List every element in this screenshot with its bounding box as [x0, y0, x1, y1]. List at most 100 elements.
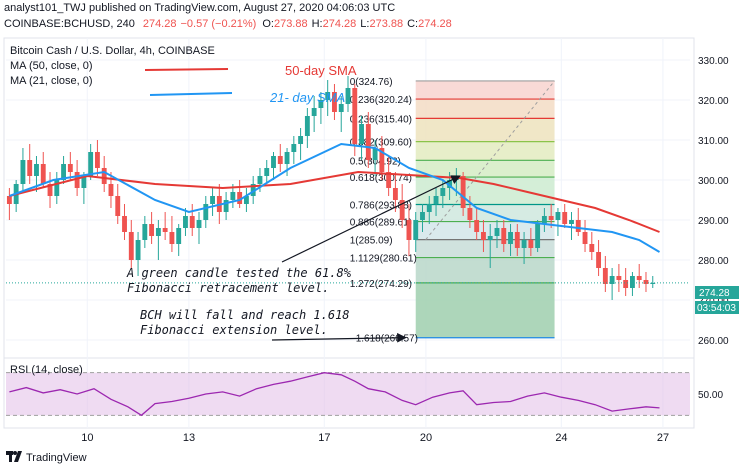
candle-body	[162, 228, 168, 232]
last-price-tag: 274.28	[695, 286, 739, 299]
candle-body	[27, 160, 33, 176]
candle-body	[420, 212, 425, 220]
rsi-y-tick-label: 50.00	[698, 390, 723, 401]
fib-level-label: 0.236(315.40)	[350, 114, 412, 125]
x-tick-label: 24	[555, 432, 567, 444]
candle-body	[440, 188, 446, 196]
candle-body	[47, 184, 53, 196]
candle-body	[359, 124, 364, 144]
open-label: O:	[262, 18, 274, 30]
fib-band	[415, 118, 555, 142]
y-tick-label: 260.00	[698, 336, 729, 347]
candle-body	[149, 224, 155, 236]
candle-body	[61, 164, 67, 180]
candle-body	[386, 172, 392, 188]
candle-body	[582, 232, 588, 244]
candle-body	[122, 216, 127, 232]
tradingview-logo[interactable]: TradingView	[6, 451, 87, 464]
low-value: 273.88	[369, 18, 404, 30]
candle-body	[474, 220, 480, 232]
candle-body	[609, 276, 615, 284]
x-tick-label: 10	[81, 432, 93, 444]
candle-body	[602, 268, 608, 284]
candle-body	[548, 216, 554, 220]
candle-body	[379, 148, 385, 172]
annotation-note2-line2: Fibonacci extension level.	[140, 323, 328, 337]
candle-body	[589, 244, 595, 252]
candle-body	[636, 276, 642, 280]
tradingview-icon	[6, 451, 22, 462]
candle-body	[94, 152, 100, 168]
close-label: C:	[407, 18, 419, 30]
fib-band	[415, 257, 555, 283]
y-tick-label: 320.00	[698, 96, 729, 107]
price-change: −0.57 (−0.21%)	[180, 18, 257, 30]
candle-body	[54, 180, 60, 196]
countdown-tag: 03:54:03	[695, 301, 739, 314]
candle-body	[596, 252, 602, 268]
candle-body	[20, 160, 26, 184]
candle-body	[176, 228, 182, 244]
candle-body	[643, 280, 649, 284]
annotation-note1-line1: A green candle tested the 61.8%	[126, 266, 352, 280]
candle-body	[528, 240, 534, 248]
candle-body	[569, 220, 574, 224]
annotation-arrow-green-candle	[281, 175, 461, 263]
candle-body	[467, 208, 473, 220]
rsi-band	[6, 372, 690, 416]
sma21-key-label: 21- day SMA	[269, 90, 345, 105]
candle-body	[169, 232, 175, 244]
candle-body	[291, 144, 297, 152]
candle-body	[345, 88, 351, 104]
chart-header: analyst101_TWJ published on TradingView.…	[0, 0, 740, 36]
candle-body	[413, 220, 419, 240]
candle-body	[40, 164, 46, 184]
candle-body	[352, 88, 358, 144]
candle-body	[623, 280, 629, 288]
fib-level-label: 1.618(260.57)	[356, 334, 418, 345]
y-tick-label: 290.00	[698, 216, 729, 227]
candle-body	[74, 172, 80, 188]
candle-body	[196, 220, 202, 228]
candle-body	[304, 116, 310, 136]
candle-body	[237, 192, 243, 204]
fib-band	[415, 221, 555, 240]
candle-body	[392, 188, 398, 200]
svg-text:03:54:03: 03:54:03	[697, 303, 736, 314]
candle-body	[372, 148, 378, 160]
fib-band	[415, 239, 555, 258]
candle-body	[555, 212, 561, 220]
candle-body	[399, 200, 405, 220]
x-tick-label: 20	[420, 432, 432, 444]
x-tick-label: 27	[657, 432, 669, 444]
candle-body	[481, 232, 486, 240]
candle-body	[650, 282, 656, 284]
close-value: 274.28	[418, 18, 452, 30]
sma21-key-line	[149, 92, 233, 96]
annotation-note2-line1: BCH will fall and reach 1.618	[140, 308, 350, 322]
candle-body	[447, 180, 453, 188]
candle-body	[135, 240, 141, 260]
candle-body	[6, 196, 12, 204]
candle-body	[508, 232, 513, 244]
y-tick-label: 300.00	[698, 176, 729, 187]
low-label: L:	[360, 18, 370, 30]
candle-body	[365, 124, 371, 160]
rsi-line	[9, 372, 660, 417]
candle-body	[521, 240, 527, 248]
candle-body	[189, 216, 195, 228]
candle-body	[183, 216, 188, 228]
candle-body	[284, 152, 290, 164]
candle-body	[541, 216, 547, 224]
candle-body	[616, 276, 622, 280]
candle-body	[426, 204, 432, 212]
candle-body	[81, 176, 87, 188]
sma50-line	[9, 170, 660, 233]
fib-band	[415, 160, 555, 178]
fib-band	[415, 80, 555, 100]
fib-level-label: 0(324.76)	[350, 77, 393, 88]
legend-sma50: MA (50, close, 0)	[10, 60, 93, 72]
candle-body	[338, 104, 344, 112]
candle-body	[277, 156, 283, 164]
